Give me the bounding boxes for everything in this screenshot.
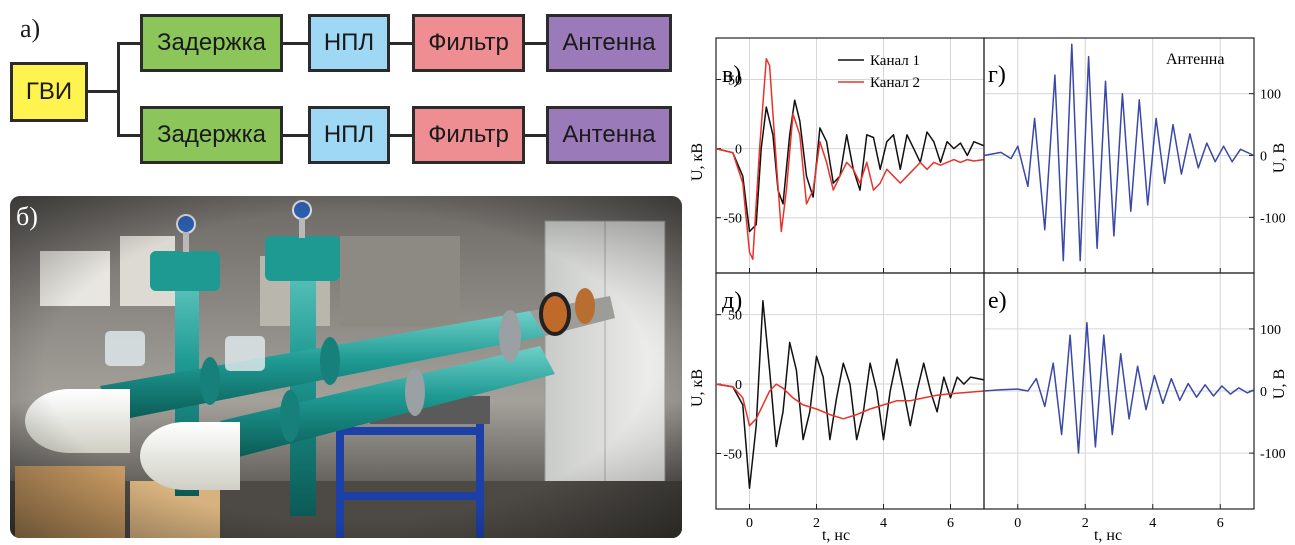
x-tick-label: 6 <box>947 516 954 531</box>
chart-panel-e: -100 0 100 0 2 4 6 <box>983 272 1286 531</box>
series-line-channel1 <box>715 300 985 489</box>
npl-label: НПЛ <box>323 121 375 148</box>
y-tick-label: 100 <box>1260 88 1281 103</box>
y-tick-label: 0 <box>735 378 742 393</box>
delay-label: Задержка <box>157 121 266 148</box>
delay-label: Задержка <box>157 29 266 56</box>
pulse-generator-block: ГВИ <box>10 62 88 122</box>
lab-setup-photo: б) <box>10 196 682 538</box>
npl-label: НПЛ <box>323 29 375 56</box>
xlabel-left: t, нс <box>822 527 850 544</box>
vignette <box>10 196 682 538</box>
y-tick-label: -50 <box>723 447 742 462</box>
antenna-block: Антенна <box>546 14 672 72</box>
chart-panel-v: -50 0 50 <box>715 37 985 274</box>
y-tick-label: -100 <box>1260 447 1286 462</box>
series-line-channel2 <box>715 57 985 260</box>
series-line-channel1 <box>715 99 985 233</box>
panel-label-b: б) <box>16 202 38 231</box>
ylabel-v: U, кВ <box>689 143 706 181</box>
y-tick-label: 0 <box>1260 385 1267 400</box>
legend-label-channel2: Канал 2 <box>870 75 920 91</box>
series-line-antenna <box>983 43 1255 262</box>
connector-line <box>117 42 141 45</box>
delay-block: Задержка <box>140 14 283 72</box>
x-tick-label: 2 <box>1082 516 1089 531</box>
legend-label-channel1: Канал 1 <box>870 53 920 69</box>
connector-line <box>525 42 547 45</box>
y-tick-label: 0 <box>735 143 742 158</box>
series-line-antenna <box>983 321 1255 454</box>
connector-line <box>525 134 547 137</box>
panel-label-v: в) <box>722 62 741 88</box>
connector-line <box>117 134 141 137</box>
connector-line <box>283 42 309 45</box>
panel-label-g: г) <box>988 62 1006 88</box>
pulse-generator-label: ГВИ <box>25 78 73 105</box>
chart-panel-g: -100 0 100 <box>983 37 1286 274</box>
connector-line <box>390 134 413 137</box>
connector-line <box>283 134 309 137</box>
chart-panel-d: -50 0 50 0 2 4 6 <box>715 272 985 531</box>
antenna-label: Антенна <box>562 121 656 148</box>
y-tick-label: 50 <box>728 73 742 88</box>
x-tick-label: 2 <box>813 516 820 531</box>
x-tick-label: 4 <box>880 516 887 531</box>
series-line-channel2 <box>715 383 985 427</box>
ylabel-d: U, кВ <box>689 369 706 407</box>
connector-line <box>117 42 120 137</box>
panel-label-e: е) <box>988 288 1007 314</box>
y-tick-label: 100 <box>1260 323 1281 338</box>
x-tick-label: 6 <box>1217 516 1224 531</box>
filter-block: Фильтр <box>412 14 525 72</box>
npl-block: НПЛ <box>308 106 390 164</box>
filter-label: Фильтр <box>428 29 509 56</box>
plot-frame <box>715 272 985 510</box>
connector-line <box>390 42 413 45</box>
x-tick-label: 0 <box>1014 516 1021 531</box>
x-tick-label: 4 <box>1149 516 1156 531</box>
y-tick-label: 50 <box>728 309 742 324</box>
antenna-block: Антенна <box>546 106 672 164</box>
y-tick-label: 0 <box>1260 150 1267 165</box>
panel-label-a: а) <box>20 14 41 43</box>
filter-label: Фильтр <box>428 121 509 148</box>
ylabel-g: U, В <box>1271 143 1288 173</box>
antenna-label: Антенна <box>562 29 656 56</box>
y-tick-label: -50 <box>723 212 742 227</box>
xlabel-right: t, нс <box>1094 527 1122 544</box>
y-tick-label: -100 <box>1260 211 1286 226</box>
chart-annotations: в) г) д) е) Антенна Канал 1 Канал 2 U, к… <box>689 51 1288 544</box>
ylabel-e: U, В <box>1271 369 1288 399</box>
delay-block: Задержка <box>140 106 283 164</box>
panel-label-d: д) <box>722 288 742 314</box>
filter-block: Фильтр <box>412 106 525 164</box>
x-tick-label: 0 <box>746 516 753 531</box>
antenna-annotation: Антенна <box>1166 51 1224 68</box>
connector-line <box>88 90 118 93</box>
npl-block: НПЛ <box>308 14 390 72</box>
